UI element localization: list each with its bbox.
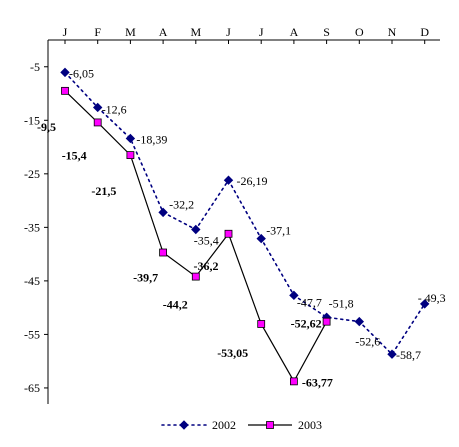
y-tick-label: -55 <box>24 327 40 341</box>
x-tick-label: O <box>355 25 364 39</box>
data-label-2003: -9,5 <box>37 120 56 134</box>
y-tick-label: -35 <box>24 220 40 234</box>
point-2003 <box>159 248 168 257</box>
point-2003 <box>61 86 69 95</box>
x-tick-label: A <box>159 25 168 39</box>
data-label-2003: -44,2 <box>163 298 188 312</box>
data-label-2002: -18,39 <box>136 132 167 146</box>
point-2002 <box>289 290 299 301</box>
y-tick-label: -45 <box>24 274 40 288</box>
data-labels: -6,05 -12,6 -18,39 -32,2 -35,4 -26,19 -37,1 -47… <box>37 66 446 389</box>
chart-axes: -5 -15 -25 -35 -45 -55 -65 J F M A M J J A S O N D <box>24 25 440 404</box>
point-2003 <box>191 272 200 281</box>
x-tick-label: J <box>226 25 231 39</box>
legend-2003-marker <box>266 421 274 429</box>
legend-2002-label: 2002 <box>212 418 236 432</box>
data-label-2002: -51,8 <box>329 296 354 310</box>
data-label-2003: -21,5 <box>91 184 116 198</box>
data-label-2002: -6,05 <box>69 66 94 80</box>
y-tick-label: -65 <box>24 381 40 395</box>
data-label-2003: -39,7 <box>133 271 158 285</box>
data-label-2003: -52,62 <box>291 317 322 331</box>
x-tick-label: D <box>420 25 429 39</box>
point-2002 <box>158 207 168 218</box>
data-label-2002: -26,19 <box>237 174 268 188</box>
x-tick-label: F <box>94 25 101 39</box>
series-markers <box>60 67 430 386</box>
x-tick-label: A <box>290 25 299 39</box>
x-tick-label: M <box>190 25 201 39</box>
point-2003 <box>224 229 233 238</box>
point-2002 <box>92 102 103 113</box>
x-tick-label: J <box>259 25 264 39</box>
legend-2002-marker <box>179 420 189 430</box>
point-2003 <box>126 151 135 159</box>
point-2003 <box>93 118 102 127</box>
point-2002 <box>354 316 365 327</box>
data-label-2002: -52,6 <box>355 335 380 349</box>
data-label-2003: -53,05 <box>217 346 248 360</box>
data-label-2002: -32,2 <box>169 197 194 211</box>
data-label-2003: -15,4 <box>62 148 87 162</box>
point-2003 <box>289 377 298 386</box>
point-2002 <box>60 67 70 78</box>
point-2002 <box>223 175 234 185</box>
legend-2003-label: 2003 <box>298 418 322 432</box>
y-tick-label: -5 <box>30 60 40 74</box>
y-tick-label: -15 <box>24 113 40 127</box>
data-label-2002: - 49,3 <box>418 291 446 305</box>
legend: 2002 2003 <box>161 418 322 432</box>
point-2003 <box>257 320 266 328</box>
series-2002-line <box>64 71 426 356</box>
point-2002 <box>191 224 201 235</box>
x-tick-label: S <box>323 25 330 39</box>
data-label-2002: -37,1 <box>266 224 291 238</box>
data-label-2003: -63,77 <box>302 375 333 389</box>
data-label-2002: -47,7 <box>297 295 322 309</box>
x-tick-label: J <box>63 25 68 39</box>
x-tick-label: N <box>388 25 397 39</box>
point-2002 <box>125 133 136 144</box>
data-label-2002: -12,6 <box>102 102 127 116</box>
data-label-2002: -58,7 <box>396 348 421 362</box>
data-label-2002: -35,4 <box>194 233 219 247</box>
point-2002 <box>387 349 397 359</box>
point-2002 <box>256 233 266 244</box>
point-2002 <box>419 299 430 309</box>
y-tick-label: -25 <box>24 167 40 181</box>
point-2003 <box>322 317 331 326</box>
data-label-2003: -36,2 <box>194 259 219 273</box>
x-tick-label: M <box>125 25 136 39</box>
